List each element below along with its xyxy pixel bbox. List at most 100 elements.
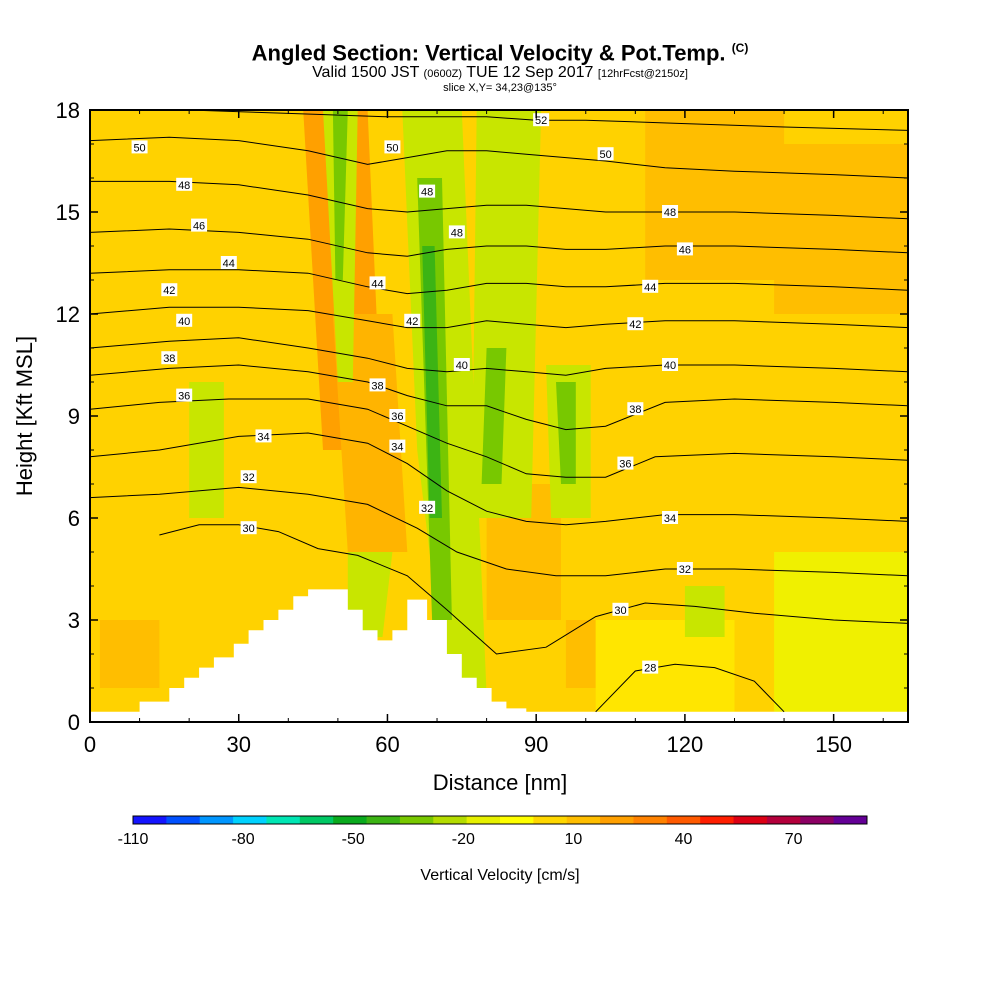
velocity-region-11 bbox=[422, 246, 442, 518]
x-axis-title: Distance [nm] bbox=[433, 770, 568, 795]
contour-label-9: 32 bbox=[240, 470, 257, 484]
colorbar-swatch bbox=[266, 816, 301, 824]
chart-title-unit: (C) bbox=[731, 41, 749, 55]
contour-label-22: 50 bbox=[597, 147, 614, 161]
contour-label-text: 42 bbox=[163, 285, 175, 297]
contour-label-text: 42 bbox=[406, 316, 418, 328]
velocity-region-15 bbox=[481, 348, 507, 484]
contour-label-10: 30 bbox=[240, 521, 257, 535]
contour-labels: 50 48 46 44 42 40 38 36 34 32 30 50 48 48 44 42 40 38 36 34… bbox=[131, 113, 693, 675]
contour-label-text: 48 bbox=[451, 227, 463, 239]
colorbar-swatch bbox=[299, 816, 334, 824]
contour-label-text: 48 bbox=[178, 180, 190, 192]
colorbar-swatch bbox=[800, 816, 835, 824]
contour-label-bg bbox=[131, 140, 148, 154]
colorbar-swatch bbox=[466, 816, 501, 824]
colorbar-frame bbox=[132, 815, 868, 825]
contour-label-text: 38 bbox=[629, 404, 641, 416]
velocity-region-3 bbox=[645, 110, 785, 280]
contour-label-text: 44 bbox=[644, 282, 656, 294]
contour-label-text: 30 bbox=[614, 605, 626, 617]
contour-label-text: 34 bbox=[391, 442, 403, 454]
contour-label-bg bbox=[662, 205, 679, 218]
colorbar-swatch bbox=[333, 816, 368, 824]
x-tick-label: 30 bbox=[226, 732, 250, 757]
chart-title: Angled Section: Vertical Velocity & Pot.… bbox=[0, 36, 1000, 65]
contour-label-12: 48 bbox=[419, 184, 436, 199]
contour-label-bg bbox=[404, 313, 421, 327]
colorbar-tick-label: -50 bbox=[342, 831, 365, 848]
contour-label-6: 38 bbox=[161, 351, 178, 365]
contour-label-text: 42 bbox=[629, 319, 641, 331]
chart-title-text: Angled Section: Vertical Velocity & Pot.… bbox=[251, 40, 726, 66]
contour-label-19: 34 bbox=[389, 439, 406, 454]
contour-label-29: 36 bbox=[617, 456, 634, 471]
y-tick-label: 9 bbox=[68, 404, 80, 429]
colorbar-swatch bbox=[433, 816, 468, 824]
contour-label-30: 34 bbox=[662, 511, 679, 525]
contour-label-text: 50 bbox=[386, 142, 398, 154]
colorbar-swatch bbox=[399, 816, 434, 824]
contour-label-13: 48 bbox=[448, 225, 465, 239]
contour-label-15: 42 bbox=[404, 313, 421, 328]
contour-label-24: 46 bbox=[676, 242, 693, 256]
subtitle-valid: Valid 1500 JST bbox=[312, 64, 420, 82]
velocity-region-13 bbox=[332, 110, 348, 280]
colorbar-swatch bbox=[833, 816, 868, 824]
contour-label-bg bbox=[642, 279, 659, 293]
velocity-region-2 bbox=[99, 620, 160, 688]
contour-label-11: 50 bbox=[384, 140, 401, 154]
contour-label-text: 46 bbox=[679, 244, 691, 256]
contour-line-36 bbox=[90, 398, 908, 478]
contour-label-text: 44 bbox=[223, 258, 235, 270]
contour-label-text: 36 bbox=[619, 459, 631, 471]
contour-label-bg bbox=[389, 409, 406, 422]
contour-label-bg bbox=[389, 439, 406, 453]
contour-label-text: 50 bbox=[599, 149, 611, 161]
slice-info: slice X,Y= 34,23@135° bbox=[443, 82, 557, 95]
contour-label-text: 34 bbox=[664, 513, 676, 525]
contour-label-text: 38 bbox=[371, 380, 383, 392]
chart-subtitle: Valid 1500 JST (0600Z) TUE 12 Sep 2017 [… bbox=[0, 65, 1000, 82]
contour-label-text: 40 bbox=[664, 360, 676, 372]
contour-label-text: 32 bbox=[679, 564, 691, 576]
terrain bbox=[90, 589, 908, 722]
subtitle-date: TUE 12 Sep 2017 bbox=[466, 64, 594, 82]
contour-label-bg bbox=[220, 256, 237, 269]
colorbar-title: Vertical Velocity [cm/s] bbox=[420, 867, 579, 884]
contour-label-bg bbox=[161, 351, 178, 365]
colorbar-tick-label: -110 bbox=[118, 831, 149, 848]
velocity-region-14 bbox=[471, 110, 542, 518]
contour-line-42 bbox=[90, 306, 908, 329]
colorbar-swatch bbox=[766, 816, 801, 824]
velocity-region-17 bbox=[556, 382, 576, 484]
colorbar-tick-label: 10 bbox=[565, 831, 583, 848]
contour-label-3: 44 bbox=[220, 256, 237, 270]
contour-label-4: 42 bbox=[161, 283, 178, 297]
y-tick-label: 0 bbox=[68, 710, 80, 735]
contour-label-bg bbox=[369, 276, 386, 290]
colorbar-swatch bbox=[533, 816, 568, 824]
contour-label-26: 42 bbox=[627, 317, 644, 331]
terrain-mask bbox=[90, 589, 908, 722]
contour-label-text: 48 bbox=[664, 207, 676, 219]
chart-header: Angled Section: Vertical Velocity & Pot.… bbox=[0, 36, 1000, 95]
colorbar-tick-label: -20 bbox=[452, 831, 475, 848]
colorbar-swatch bbox=[633, 816, 668, 824]
contour-label-27: 40 bbox=[662, 358, 679, 372]
colorbar-tick-label: -80 bbox=[232, 831, 255, 848]
y-tick-label: 18 bbox=[56, 98, 80, 123]
velocity-region-8 bbox=[774, 552, 908, 712]
contour-label-21: 52 bbox=[533, 113, 550, 127]
contour-label-8: 34 bbox=[255, 429, 272, 443]
contour-label-32: 30 bbox=[612, 602, 629, 617]
contour-label-text: 32 bbox=[421, 503, 433, 515]
contour-label-14: 44 bbox=[369, 276, 386, 290]
colorbar-swatch bbox=[566, 816, 601, 824]
contour-label-bg bbox=[627, 317, 644, 331]
contour-label-23: 48 bbox=[662, 205, 679, 219]
contour-label-0: 50 bbox=[131, 140, 148, 154]
contour-label-text: 52 bbox=[535, 115, 547, 127]
